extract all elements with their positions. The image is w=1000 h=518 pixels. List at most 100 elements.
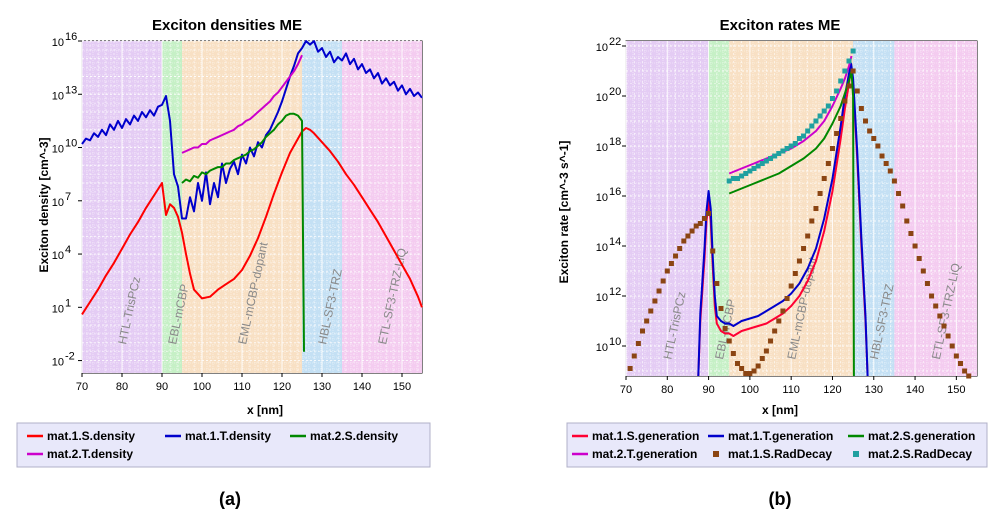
x-tick-label: 80 — [116, 381, 128, 393]
data-point — [792, 141, 798, 146]
data-point — [883, 161, 889, 166]
data-point — [768, 338, 774, 344]
exciton-densities-chart: Exciton densities ME HTL-TrisPCz EBL-mCBP… — [16, 17, 431, 509]
x-tick-label: 120 — [273, 381, 291, 393]
y-tick-label: 10 — [596, 192, 608, 204]
data-point — [813, 206, 819, 211]
y-tick-label: 10 — [52, 144, 64, 156]
y-tick-label: 10 — [52, 250, 64, 262]
series-line — [181, 112, 305, 352]
legend: mat.1.S.density mat.1.T.density mat.2.S.de… — [16, 422, 431, 468]
x-tick-label: 150 — [947, 384, 965, 396]
chart-title: Exciton densities ME — [152, 17, 302, 34]
data-point — [838, 78, 844, 84]
data-point — [867, 128, 873, 134]
data-point — [966, 373, 972, 379]
legend-entry: mat.2.S.RadDecay — [868, 447, 972, 461]
data-point — [751, 166, 757, 171]
y-tick-exponent: 12 — [609, 286, 621, 298]
y-tick-label: 10 — [52, 37, 64, 49]
data-point — [627, 366, 633, 371]
x-tick-label: 80 — [661, 384, 673, 396]
data-point — [689, 228, 695, 234]
y-tick-exponent: 13 — [65, 84, 77, 96]
data-point — [755, 163, 761, 169]
y-tick-label: 10 — [596, 92, 608, 104]
data-point — [726, 338, 732, 344]
data-point — [854, 88, 860, 94]
data-point — [858, 106, 864, 111]
data-point — [772, 328, 778, 334]
legend-entry: mat.2.T.generation — [592, 447, 697, 461]
legend-entry: mat.1.S.generation — [592, 429, 699, 443]
y-tick-label: 10 — [52, 197, 64, 209]
data-point — [697, 221, 703, 226]
legend-entry: mat.2.S.generation — [868, 429, 975, 443]
data-point — [718, 306, 724, 311]
data-point — [747, 371, 753, 376]
data-point — [829, 146, 835, 151]
data-point — [809, 218, 815, 224]
data-point — [644, 318, 650, 324]
data-point — [838, 116, 844, 121]
y-tick-exponent: -2 — [65, 351, 75, 363]
data-point — [652, 298, 658, 304]
legend-box — [566, 422, 988, 468]
data-point — [722, 326, 728, 331]
data-point — [759, 356, 765, 361]
data-point — [953, 353, 959, 359]
data-point — [714, 281, 720, 286]
series-line — [81, 40, 423, 220]
data-point — [784, 146, 790, 151]
data-point — [739, 366, 745, 371]
data-point — [730, 176, 736, 181]
x-axis-label: x [nm] — [762, 403, 798, 417]
legend-entry: mat.1.S.density — [47, 429, 135, 443]
y-tick-exponent: 16 — [609, 186, 621, 198]
y-tick-exponent: 10 — [609, 336, 621, 348]
data-point — [673, 253, 679, 259]
legend-entry: mat.2.T.density — [47, 447, 133, 461]
data-point — [912, 243, 918, 249]
data-point — [817, 191, 823, 196]
y-tick-label: 10 — [596, 142, 608, 154]
x-tick-label: 120 — [823, 384, 841, 396]
data-point — [949, 343, 955, 349]
data-point — [776, 151, 782, 156]
y-tick-exponent: 7 — [65, 191, 71, 203]
x-tick-label: 100 — [741, 384, 759, 396]
data-point — [792, 271, 798, 276]
data-point — [891, 178, 897, 184]
y-tick-exponent: 18 — [609, 136, 621, 148]
y-tick-label: 10 — [52, 303, 64, 315]
data-point — [900, 203, 906, 209]
series-line — [697, 62, 869, 377]
data-point — [701, 216, 707, 221]
x-tick-label: 110 — [782, 384, 800, 396]
x-tick-label: 150 — [393, 381, 411, 393]
series-line — [81, 127, 423, 315]
data-point — [863, 118, 869, 124]
series-line — [181, 54, 303, 154]
legend-entry: mat.1.T.generation — [728, 429, 833, 443]
data-point — [929, 293, 935, 299]
data-point — [763, 158, 769, 164]
x-tick-label: 140 — [906, 384, 924, 396]
chart-title: Exciton rates ME — [720, 17, 841, 34]
data-point — [896, 191, 902, 196]
data-point — [871, 136, 877, 141]
y-tick-exponent: 20 — [609, 86, 621, 98]
data-point — [768, 156, 774, 161]
data-point — [730, 351, 736, 356]
y-axis-label: Exciton density [cm^-3] — [37, 137, 51, 272]
data-point — [751, 368, 757, 374]
data-point — [664, 268, 670, 274]
data-point — [846, 83, 852, 89]
data-point — [734, 361, 740, 366]
data-point — [957, 361, 963, 366]
data-point — [706, 211, 712, 216]
data-point — [937, 313, 943, 319]
layer-band-pattern — [342, 41, 422, 373]
data-point — [743, 371, 749, 376]
